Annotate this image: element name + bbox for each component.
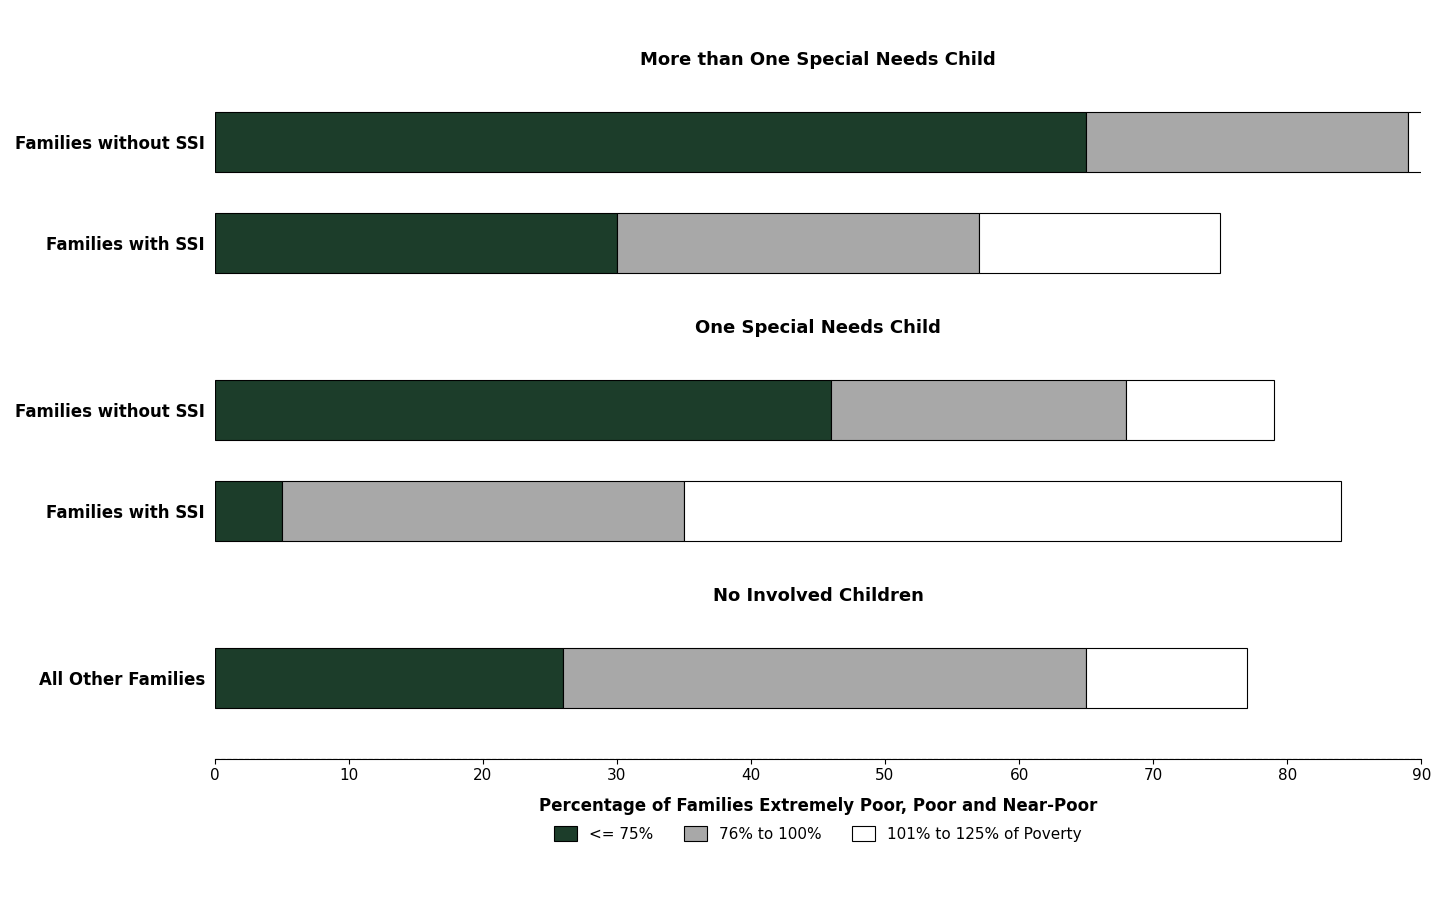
Text: One Special Needs Child: One Special Needs Child [696,318,941,337]
Bar [1408,112,1434,173]
Bar [979,212,1220,273]
Bar [1086,648,1246,708]
Bar [1086,112,1408,173]
Bar [562,648,1086,708]
Bar [214,212,617,273]
Text: More than One Special Needs Child: More than One Special Needs Child [641,51,996,68]
Bar [831,380,1126,440]
X-axis label: Percentage of Families Extremely Poor, Poor and Near-Poor: Percentage of Families Extremely Poor, P… [539,797,1098,815]
Bar [684,481,1340,541]
Bar [282,481,684,541]
Bar [214,648,562,708]
Bar [214,112,1086,173]
Bar [214,481,282,541]
Text: No Involved Children: No Involved Children [713,586,924,605]
Legend: <= 75%, 76% to 100%, 101% to 125% of Poverty: <= 75%, 76% to 100%, 101% to 125% of Pov… [548,820,1087,847]
Bar [617,212,979,273]
Bar [214,380,831,440]
Bar [1126,380,1274,440]
